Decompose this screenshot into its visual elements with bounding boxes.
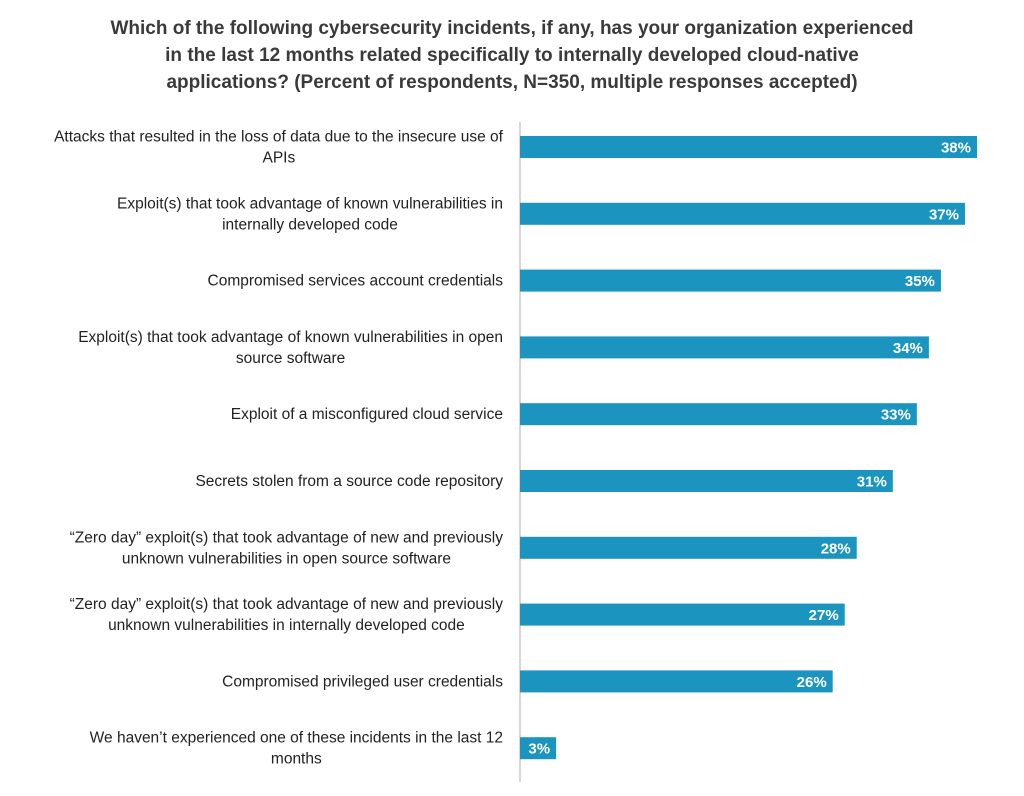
bars	[520, 136, 977, 760]
category-label: “Zero day” exploit(s) that took advantag…	[70, 529, 504, 546]
category-label: source software	[236, 350, 345, 367]
category-label: “Zero day” exploit(s) that took advantag…	[70, 596, 504, 613]
bar	[520, 269, 941, 292]
category-label: Exploit(s) that took advantage of known …	[117, 195, 503, 212]
category-label: unknown vulnerabilities in open source s…	[122, 550, 451, 567]
bar	[520, 403, 917, 426]
bar	[520, 136, 977, 158]
chart-title-line: Which of the following cybersecurity inc…	[110, 18, 913, 39]
bar	[520, 737, 557, 760]
bar-value-label: 35%	[905, 273, 935, 290]
category-label: internally developed code	[222, 216, 398, 233]
bar	[520, 670, 833, 693]
category-label: Exploit of a misconfigured cloud service	[231, 406, 503, 423]
category-label: We haven’t experienced one of these inci…	[90, 730, 503, 747]
category-label: months	[271, 751, 322, 768]
bar-value-label: 28%	[821, 540, 851, 557]
category-label: unknown vulnerabilities in internally de…	[108, 617, 465, 634]
bar	[520, 536, 857, 559]
bar-value-label: 34%	[893, 340, 923, 357]
bar-value-label: 27%	[809, 607, 839, 624]
value-labels: 38% 37% 35% 34% 33% 31% 28% 27% 26% 3%	[528, 140, 971, 758]
bar-value-label: 37%	[929, 206, 959, 223]
bar-value-label: 38%	[941, 140, 971, 157]
bar-value-label: 26%	[797, 674, 827, 691]
chart-title: Which of the following cybersecurity inc…	[110, 18, 913, 93]
bar	[520, 336, 929, 359]
category-label: Compromised privileged user credentials	[222, 673, 503, 690]
category-label: APIs	[263, 150, 296, 167]
chart-title-line: applications? (Percent of respondents, N…	[166, 72, 857, 93]
category-label: Secrets stolen from a source code reposi…	[195, 473, 503, 490]
bar	[520, 603, 845, 626]
chart-title-line: in the last 12 months related specifical…	[165, 45, 859, 66]
category-label: Attacks that resulted in the loss of dat…	[54, 129, 504, 146]
category-labels: Attacks that resulted in the loss of dat…	[54, 129, 504, 768]
bar-value-label: 31%	[857, 474, 887, 491]
bar	[520, 470, 893, 492]
category-label: Compromised services account credentials	[208, 273, 504, 290]
bar-value-label: 3%	[528, 741, 550, 758]
category-label: Exploit(s) that took advantage of known …	[78, 329, 503, 346]
bar	[520, 202, 965, 225]
bar-value-label: 33%	[881, 407, 911, 424]
